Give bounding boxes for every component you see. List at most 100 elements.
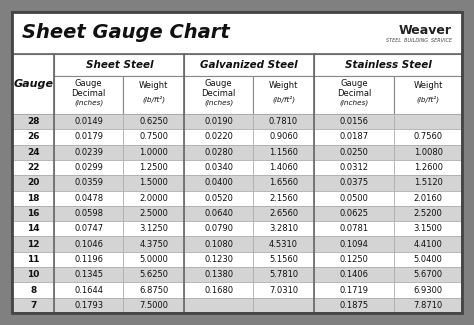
Bar: [314, 76, 394, 114]
Bar: [55, 298, 123, 313]
Bar: [12, 221, 55, 237]
Bar: [55, 129, 123, 145]
Text: 18: 18: [27, 194, 39, 203]
Bar: [184, 175, 253, 190]
Text: 12: 12: [27, 240, 39, 249]
Text: 0.0790: 0.0790: [204, 224, 233, 233]
Bar: [253, 145, 314, 160]
Text: 0.0781: 0.0781: [339, 224, 369, 233]
Bar: [314, 129, 394, 145]
Text: 0.0598: 0.0598: [74, 209, 103, 218]
Text: 0.1080: 0.1080: [204, 240, 233, 249]
Text: 2.5200: 2.5200: [414, 209, 443, 218]
Text: Weight: Weight: [413, 81, 443, 90]
Bar: [123, 206, 184, 221]
Text: 7.5000: 7.5000: [139, 301, 168, 310]
Text: 0.1230: 0.1230: [204, 255, 233, 264]
Bar: [314, 221, 394, 237]
Text: 0.7810: 0.7810: [269, 117, 298, 126]
Text: (inches): (inches): [339, 100, 369, 106]
Bar: [55, 54, 184, 76]
Bar: [394, 221, 462, 237]
Text: 1.1560: 1.1560: [269, 148, 298, 157]
Bar: [253, 267, 314, 282]
Text: (lb/ft²): (lb/ft²): [142, 95, 165, 103]
Bar: [12, 190, 55, 206]
Bar: [314, 160, 394, 175]
Bar: [394, 206, 462, 221]
Text: 0.0149: 0.0149: [74, 117, 103, 126]
Bar: [55, 206, 123, 221]
Bar: [394, 267, 462, 282]
Bar: [394, 298, 462, 313]
Text: 3.1500: 3.1500: [414, 224, 443, 233]
Text: 0.0312: 0.0312: [340, 163, 369, 172]
Text: 2.6560: 2.6560: [269, 209, 298, 218]
Text: 0.1793: 0.1793: [74, 301, 103, 310]
Text: 5.0000: 5.0000: [139, 255, 168, 264]
Bar: [12, 54, 462, 313]
Text: 1.6560: 1.6560: [269, 178, 298, 188]
Text: 0.1196: 0.1196: [74, 255, 103, 264]
Bar: [55, 282, 123, 298]
Bar: [55, 114, 123, 129]
Bar: [253, 175, 314, 190]
Bar: [12, 12, 462, 54]
Text: Sheet Steel: Sheet Steel: [86, 60, 153, 70]
Text: 16: 16: [27, 209, 39, 218]
Bar: [123, 252, 184, 267]
Bar: [253, 160, 314, 175]
Bar: [394, 190, 462, 206]
Text: 0.1380: 0.1380: [204, 270, 233, 279]
Bar: [253, 282, 314, 298]
Text: 2.5000: 2.5000: [139, 209, 168, 218]
Text: 0.1094: 0.1094: [340, 240, 369, 249]
Text: 5.7810: 5.7810: [269, 270, 298, 279]
Text: 1.4060: 1.4060: [269, 163, 298, 172]
Text: 0.0340: 0.0340: [204, 163, 233, 172]
Text: 0.0239: 0.0239: [74, 148, 103, 157]
Bar: [314, 267, 394, 282]
Text: (inches): (inches): [74, 100, 103, 106]
Text: 8: 8: [30, 286, 36, 294]
Bar: [184, 114, 253, 129]
Text: 26: 26: [27, 133, 39, 141]
Bar: [394, 129, 462, 145]
Bar: [55, 76, 123, 114]
Bar: [123, 282, 184, 298]
Bar: [314, 237, 394, 252]
Text: 0.0220: 0.0220: [204, 133, 233, 141]
Text: 4.4100: 4.4100: [414, 240, 443, 249]
Bar: [253, 237, 314, 252]
Bar: [55, 190, 123, 206]
Text: Sheet Gauge Chart: Sheet Gauge Chart: [22, 23, 230, 43]
Bar: [184, 221, 253, 237]
Bar: [12, 298, 55, 313]
Bar: [314, 54, 462, 76]
Text: Weight: Weight: [139, 81, 168, 90]
Bar: [314, 114, 394, 129]
Text: 0.1345: 0.1345: [74, 270, 103, 279]
Bar: [394, 76, 462, 114]
Bar: [12, 129, 55, 145]
Text: 11: 11: [27, 255, 39, 264]
Text: 2.0160: 2.0160: [414, 194, 443, 203]
Bar: [123, 129, 184, 145]
Text: 3.1250: 3.1250: [139, 224, 168, 233]
Bar: [184, 129, 253, 145]
Text: 0.0190: 0.0190: [204, 117, 233, 126]
Text: 0.0520: 0.0520: [204, 194, 233, 203]
Text: Gauge: Gauge: [75, 79, 103, 87]
Bar: [123, 298, 184, 313]
Text: 0.7500: 0.7500: [139, 133, 168, 141]
Text: 0.0640: 0.0640: [204, 209, 233, 218]
Bar: [123, 114, 184, 129]
Text: Decimal: Decimal: [201, 88, 236, 98]
Bar: [12, 145, 55, 160]
Text: 0.7560: 0.7560: [413, 133, 443, 141]
Text: 0.0250: 0.0250: [340, 148, 369, 157]
Text: Galvanized Steel: Galvanized Steel: [201, 60, 298, 70]
Bar: [314, 206, 394, 221]
Text: Decimal: Decimal: [337, 88, 371, 98]
Text: Gauge: Gauge: [13, 79, 53, 89]
